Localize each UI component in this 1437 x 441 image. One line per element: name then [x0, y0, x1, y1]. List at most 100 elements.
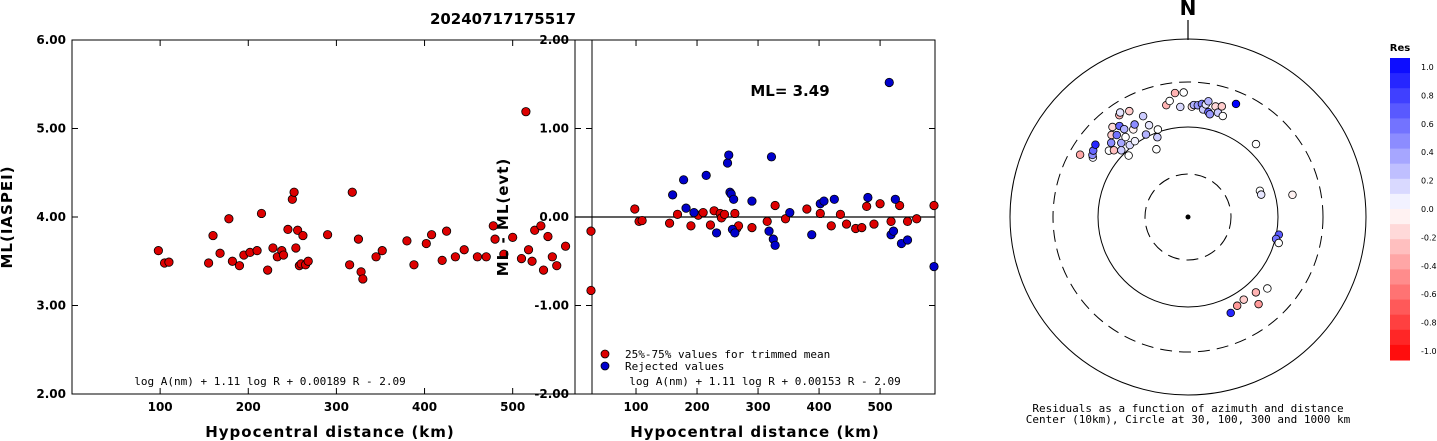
station-residual-point [1152, 145, 1161, 154]
left-x-ticks: 100 200 300 400 500 [148, 40, 525, 414]
colorbar-swatch [1390, 254, 1410, 270]
colorbar-label: 0.2 [1421, 177, 1434, 186]
station-residual-point [1218, 111, 1227, 121]
used-point [875, 199, 885, 209]
data-point [523, 245, 534, 255]
data-point [521, 107, 531, 117]
left-y-ticks: 2.00 3.00 4.00 5.00 6.00 [36, 33, 592, 401]
rejected-point [747, 196, 757, 206]
station-residual-point [1138, 111, 1148, 121]
data-point [490, 234, 500, 244]
middle-x-axis-label: Hypocentral distance (km) [630, 423, 880, 441]
used-point [719, 209, 730, 219]
rejected-point [888, 226, 899, 236]
polar-caption-line1: Residuals as a function of azimuth and d… [1032, 402, 1343, 415]
used-point [705, 220, 716, 230]
colorbar-swatch [1390, 148, 1410, 165]
colorbar-swatch [1390, 103, 1410, 119]
station-residual-point [1153, 133, 1162, 142]
data-point [459, 245, 469, 255]
used-point [762, 216, 772, 227]
station-residual-point [1125, 106, 1134, 116]
used-point [835, 209, 846, 219]
data-point [347, 187, 357, 197]
x-tick-label: 500 [868, 400, 893, 414]
data-point [488, 221, 498, 231]
data-point [437, 255, 447, 265]
left-y-axis-label: ML(IASPEI) [0, 165, 16, 268]
ring-1000km [1009, 38, 1367, 396]
station-residual-point [1179, 88, 1188, 97]
data-point [409, 260, 419, 270]
data-point [283, 224, 293, 234]
colorbar-swatch [1390, 118, 1410, 134]
data-point [322, 230, 333, 240]
rejected-point [766, 152, 777, 162]
data-point [426, 230, 437, 240]
station-residual-point [1117, 146, 1126, 155]
station-residual-point [1176, 102, 1185, 112]
data-point [291, 243, 301, 253]
x-tick-label: 400 [807, 400, 832, 414]
data-point [224, 214, 234, 224]
station-residual-point [1251, 288, 1261, 297]
x-tick-label: 200 [236, 400, 261, 414]
data-point [208, 230, 218, 241]
colorbar-swatch [1390, 299, 1410, 316]
colorbar-swatch [1390, 314, 1410, 331]
ring-100km [1097, 126, 1279, 308]
rejected-point [701, 170, 711, 181]
station-residual-point [1170, 88, 1180, 98]
data-point [586, 226, 596, 236]
data-point [516, 253, 527, 264]
data-point [377, 246, 387, 256]
colorbar-title: Res [1390, 43, 1410, 54]
used-point [902, 216, 913, 227]
used-point [780, 214, 791, 224]
rejected-point [819, 196, 829, 206]
x-tick-label: 200 [685, 400, 710, 414]
y-tick-label: 2.00 [539, 33, 569, 47]
middle-y-ticks: -2.00 -1.00 0.00 1.00 2.00 [534, 33, 935, 401]
rejected-point [679, 175, 689, 185]
middle-y-axis-label: ML - ML(evt) [494, 158, 512, 276]
data-point [499, 249, 509, 259]
left-points [153, 107, 596, 296]
left-formula: log A(nm) + 1.11 log R + 0.00189 R - 2.0… [134, 375, 406, 388]
used-point [637, 215, 647, 226]
colorbar-swatch [1390, 344, 1410, 361]
used-point [886, 216, 896, 227]
colorbar-label: -0.8 [1421, 319, 1437, 328]
rejected-point [764, 226, 774, 236]
epicenter-dot [1185, 214, 1191, 220]
station-residual-point [1251, 139, 1261, 149]
data-point [441, 226, 452, 236]
colorbar-label: -0.2 [1421, 233, 1437, 242]
station-residual-point [1141, 130, 1151, 139]
station-residual-point [1106, 138, 1116, 148]
data-point [234, 261, 245, 271]
colorbar-swatch [1390, 73, 1410, 89]
colorbar-label: -1.0 [1421, 347, 1437, 356]
colorbar-swatch [1390, 269, 1410, 285]
rejected-point [729, 194, 739, 204]
y-tick-label: 4.00 [36, 210, 66, 224]
middle-chart: -2.00 -1.00 0.00 1.00 2.00 100 200 300 400 500 M… [494, 33, 939, 441]
residual-colorbar: Res 1.0 0.8 0.6 0.4 0.2 0.0 -0.2 -0.4 -0.6 -0.8 -1… [1390, 43, 1437, 361]
colorbar-label: -0.4 [1421, 262, 1437, 271]
colorbar-swatch [1390, 209, 1410, 225]
data-point [543, 231, 553, 242]
station-residual-point [1144, 121, 1154, 130]
station-residual-point [1226, 308, 1235, 318]
data-point [421, 238, 431, 249]
x-tick-label: 100 [148, 400, 173, 414]
colorbar-label: 0.4 [1421, 148, 1434, 157]
y-tick-label: -2.00 [534, 387, 569, 401]
data-point [536, 221, 546, 231]
colorbar-labels: 1.0 0.8 0.6 0.4 0.2 0.0 -0.2 -0.4 -0.6 -0.8 -1.0 [1421, 63, 1437, 356]
used-point [895, 200, 905, 211]
rejected-point [724, 150, 734, 160]
middle-x-ticks: 100 200 300 400 500 [623, 40, 893, 414]
colorbar-swatches [1390, 58, 1410, 361]
used-point [862, 201, 872, 211]
